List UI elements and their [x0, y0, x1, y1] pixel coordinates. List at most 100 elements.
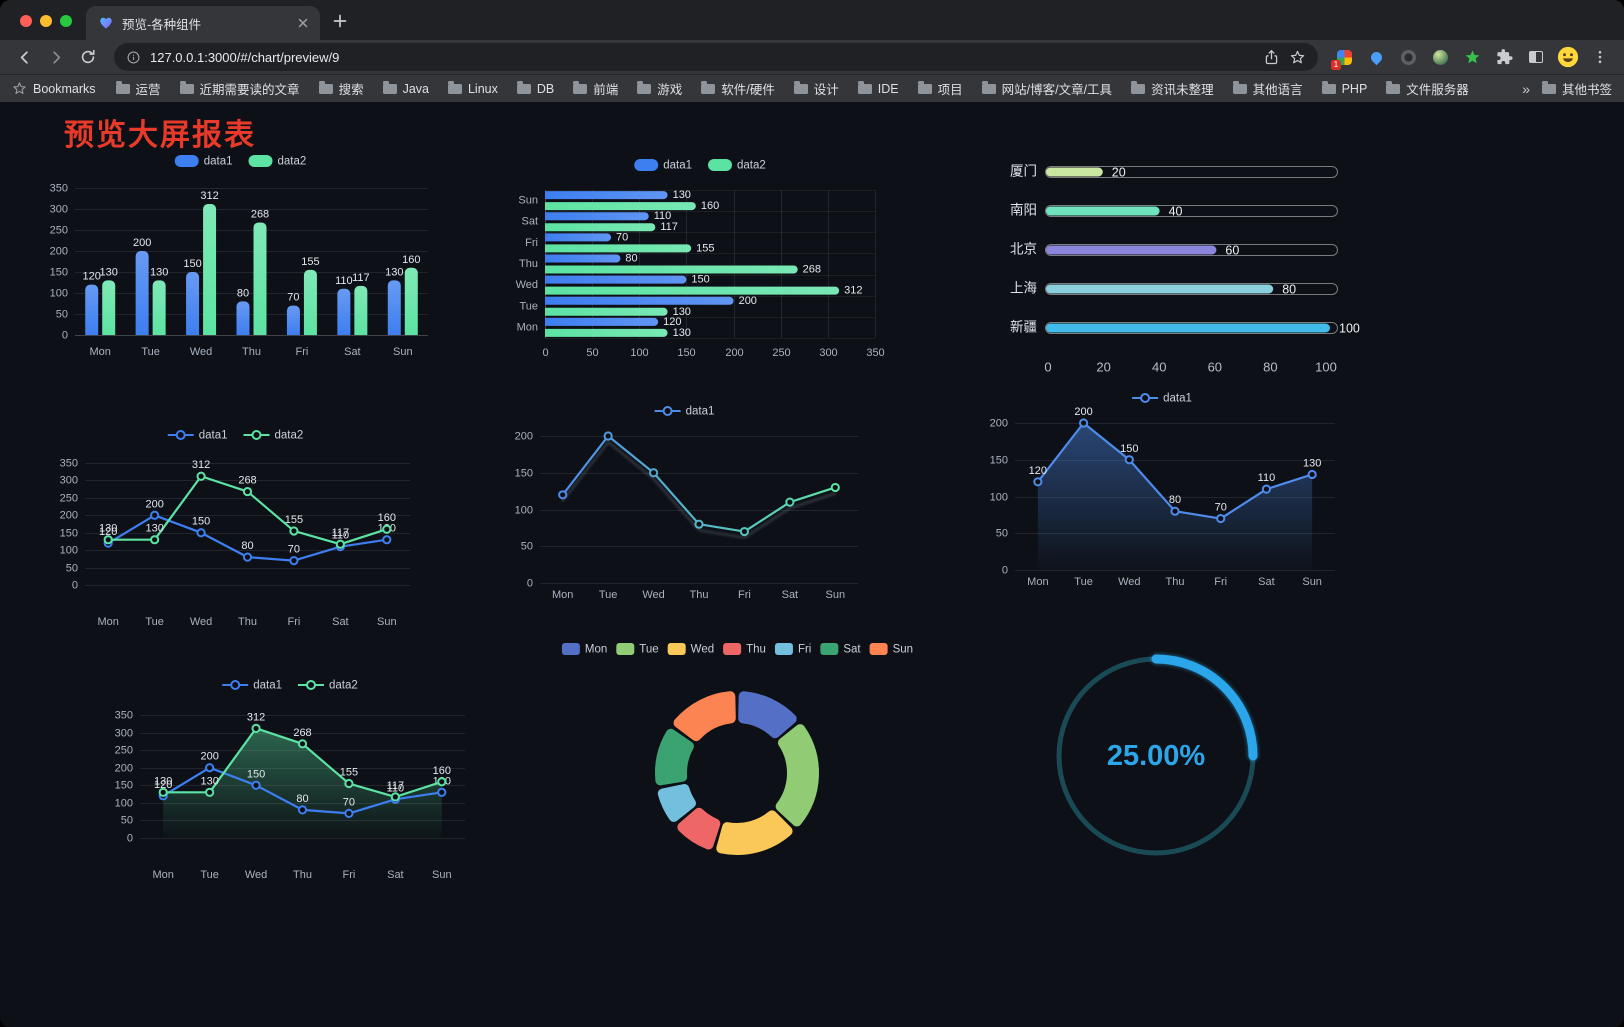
extension-star-icon[interactable]	[1458, 43, 1486, 71]
folder-icon	[516, 81, 531, 94]
folder-icon	[793, 81, 808, 94]
folder-icon	[1386, 81, 1401, 94]
reading-mode-icon[interactable]	[1522, 43, 1550, 71]
menu-kebab-icon[interactable]	[1586, 43, 1614, 71]
bookmark-label: 软件/硬件	[721, 83, 775, 97]
info-icon[interactable]	[126, 50, 141, 65]
navigation-toolbar: 127.0.0.1:3000/#/chart/preview/9 1	[0, 40, 1624, 74]
folder-icon	[1541, 81, 1556, 94]
profile-avatar[interactable]	[1554, 43, 1582, 71]
back-icon[interactable]	[10, 43, 38, 71]
bookmark-item[interactable]: 项目	[917, 79, 963, 98]
folder-icon	[917, 81, 932, 94]
area-chart-canvas[interactable]	[972, 383, 1352, 595]
star-icon	[13, 82, 26, 94]
bookmark-item[interactable]: 游戏	[637, 79, 682, 98]
folder-icon	[701, 81, 716, 94]
pin-glyph	[1368, 49, 1384, 65]
horizontal-bar-chart-canvas[interactable]	[505, 150, 895, 365]
bookmarks-bar: Bookmarks 运营 近期需要读的文章 搜索 Java Linux DB 前端 游戏 软件/…	[0, 74, 1624, 102]
split-square-glyph	[1529, 51, 1543, 63]
bookmark-item[interactable]: 近期需要读的文章	[179, 79, 300, 98]
reload-icon[interactable]	[74, 43, 102, 71]
folder-icon	[981, 81, 996, 94]
donut-chart-canvas[interactable]	[545, 633, 930, 868]
close-tab-icon[interactable]	[294, 14, 312, 32]
bookmark-label: Linux	[467, 81, 498, 96]
bookmarks-overflow-icon[interactable]: »	[1522, 80, 1530, 97]
bookmark-item[interactable]: Linux	[447, 81, 498, 96]
other-bookmarks-label: 其他书签	[1561, 83, 1612, 97]
bookmark-label: PHP	[1341, 81, 1368, 96]
browser-tab[interactable]: 预览-各种组件	[86, 6, 320, 40]
window-close-button[interactable]	[20, 15, 32, 27]
bookmark-star-icon[interactable]	[1289, 49, 1306, 66]
extension-pin-icon[interactable]	[1362, 43, 1390, 71]
bookmark-item[interactable]: 运营	[115, 79, 161, 98]
folder-icon	[1232, 81, 1247, 94]
tab-favicon-icon	[98, 15, 114, 31]
bookmark-item[interactable]: 文件服务器	[1386, 79, 1469, 98]
bookmarks-root-label: Bookmarks	[33, 81, 96, 96]
folder-icon	[857, 81, 872, 94]
bookmark-item[interactable]: DB	[516, 81, 555, 96]
bookmark-item[interactable]: 其他语言	[1232, 79, 1303, 98]
dashboard-content: 预览大屏报表	[0, 102, 1624, 1027]
extension-badge: 1	[1331, 60, 1341, 70]
city-progress-chart-canvas[interactable]	[985, 148, 1370, 388]
bookmark-label: 运营	[135, 83, 161, 97]
extension-dark-icon[interactable]	[1394, 43, 1422, 71]
window-maximize-button[interactable]	[60, 15, 72, 27]
bookmark-label: 前端	[593, 83, 619, 97]
folder-icon	[382, 81, 397, 94]
bookmark-item[interactable]: 资讯未整理	[1131, 79, 1214, 98]
dual-line-chart-canvas[interactable]	[38, 420, 433, 635]
gradient-line-chart-canvas[interactable]	[492, 396, 877, 608]
bookmark-label: 游戏	[657, 83, 683, 97]
window-controls	[20, 15, 72, 27]
folder-icon	[573, 81, 588, 94]
bookmark-label: 搜索	[338, 83, 364, 97]
folder-icon	[318, 81, 333, 94]
green-circle-glyph	[1432, 49, 1448, 65]
bookmark-label: 设计	[813, 83, 839, 97]
puzzle-icon[interactable]	[1490, 43, 1518, 71]
tab-title: 预览-各种组件	[122, 17, 202, 32]
bookmark-item[interactable]: 软件/硬件	[701, 79, 775, 98]
extension-colorful-icon[interactable]: 1	[1330, 43, 1358, 71]
share-icon[interactable]	[1263, 49, 1280, 66]
forward-icon[interactable]	[42, 43, 70, 71]
url-text[interactable]: 127.0.0.1:3000/#/chart/preview/9	[150, 49, 340, 65]
bookmarks-root[interactable]: Bookmarks	[12, 81, 96, 96]
bookmark-item[interactable]: PHP	[1321, 81, 1368, 96]
extension-avatar-icon[interactable]	[1426, 43, 1454, 71]
bookmark-item[interactable]: 前端	[573, 79, 618, 98]
new-tab-icon[interactable]	[326, 7, 354, 35]
bookmark-label: 文件服务器	[1406, 83, 1469, 97]
address-bar[interactable]: 127.0.0.1:3000/#/chart/preview/9	[114, 43, 1318, 71]
bookmark-label: 网站/博客/文章/工具	[1001, 83, 1113, 97]
dark-circle-glyph	[1400, 49, 1416, 65]
folder-icon	[447, 81, 462, 94]
folder-icon	[1321, 81, 1336, 94]
bookmark-label: 项目	[937, 83, 963, 97]
bookmark-item[interactable]: 网站/博客/文章/工具	[981, 79, 1113, 98]
bookmark-item[interactable]: 设计	[793, 79, 839, 98]
bookmark-label: 资讯未整理	[1151, 83, 1214, 97]
other-bookmarks[interactable]: 其他书签	[1541, 79, 1612, 98]
gauge-chart-canvas[interactable]	[1042, 642, 1272, 872]
grouped-bar-chart-canvas[interactable]	[38, 146, 443, 364]
bookmark-label: Java	[402, 81, 429, 96]
window-minimize-button[interactable]	[40, 15, 52, 27]
bookmark-item[interactable]: IDE	[857, 81, 899, 96]
folder-icon	[637, 81, 652, 94]
folder-icon	[1131, 81, 1146, 94]
bookmark-item[interactable]: Java	[382, 81, 429, 96]
bookmark-label: DB	[536, 81, 555, 96]
dual-line-area-chart-canvas[interactable]	[100, 670, 480, 888]
folder-icon	[115, 81, 130, 94]
bookmark-item[interactable]: 搜索	[318, 79, 364, 98]
bookmark-label: 近期需要读的文章	[199, 83, 300, 97]
bookmarks-list: 运营 近期需要读的文章 搜索 Java Linux DB 前端 游戏 软件/硬件 设计 IDE 项目 网…	[115, 79, 1523, 98]
